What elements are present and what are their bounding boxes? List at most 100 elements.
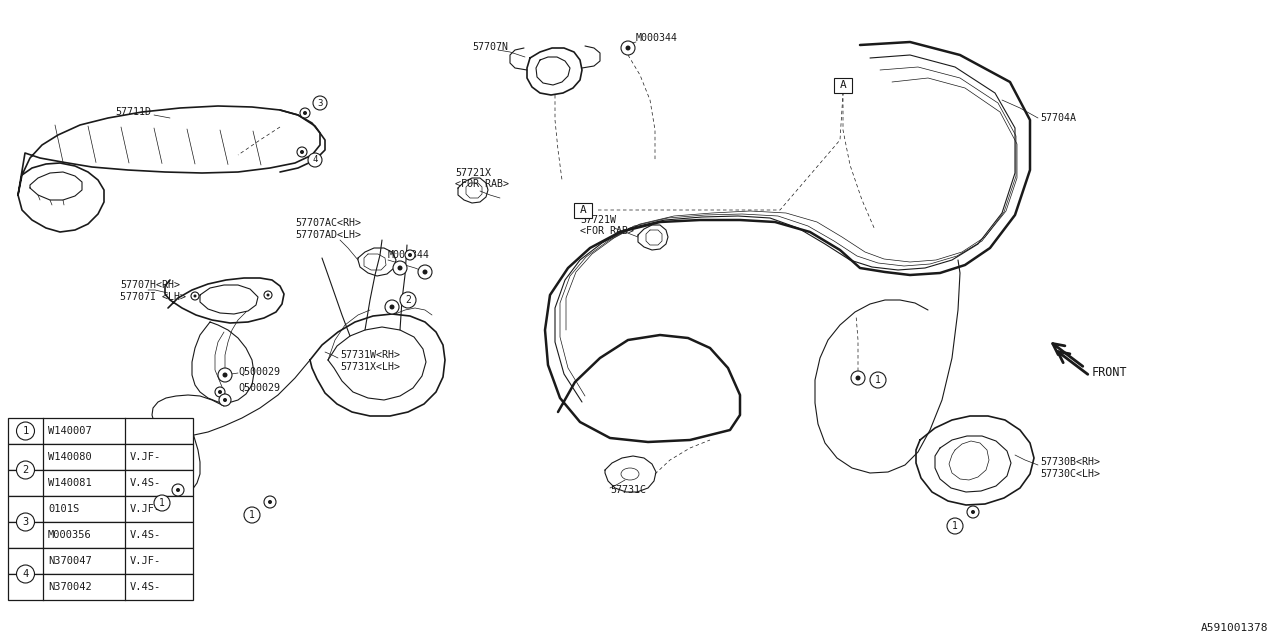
Circle shape: [154, 495, 170, 511]
Text: A: A: [580, 205, 586, 215]
Circle shape: [264, 291, 273, 299]
Circle shape: [314, 96, 326, 110]
Text: M000344: M000344: [636, 33, 678, 43]
Circle shape: [404, 250, 415, 260]
Text: 57711D: 57711D: [115, 107, 151, 117]
Circle shape: [855, 376, 860, 381]
Circle shape: [264, 496, 276, 508]
Bar: [8, 574, 193, 600]
Text: V.JF-: V.JF-: [131, 504, 161, 514]
Circle shape: [218, 368, 232, 382]
Text: W140081: W140081: [49, 478, 92, 488]
Text: 57730B<RH>: 57730B<RH>: [1039, 457, 1100, 467]
Text: 2: 2: [404, 295, 411, 305]
Circle shape: [626, 45, 631, 51]
Circle shape: [223, 398, 227, 402]
Text: A591001378: A591001378: [1201, 623, 1268, 633]
Text: 4: 4: [22, 569, 28, 579]
Text: 1: 1: [250, 510, 255, 520]
Text: 57707N: 57707N: [472, 42, 508, 52]
Circle shape: [966, 506, 979, 518]
Text: V.4S-: V.4S-: [131, 530, 161, 540]
Bar: [8, 496, 193, 522]
Circle shape: [297, 147, 307, 157]
Circle shape: [17, 513, 35, 531]
Circle shape: [244, 507, 260, 523]
Circle shape: [393, 261, 407, 275]
Circle shape: [191, 292, 198, 300]
Text: 57721X: 57721X: [454, 168, 492, 178]
Circle shape: [389, 305, 394, 310]
Circle shape: [219, 394, 230, 406]
Text: V.JF-: V.JF-: [131, 556, 161, 566]
Bar: [835, 77, 852, 93]
Text: N370047: N370047: [49, 556, 92, 566]
Text: 57707AC<RH>: 57707AC<RH>: [294, 218, 361, 228]
Text: <FOR RAB>: <FOR RAB>: [580, 226, 634, 236]
Text: N370042: N370042: [49, 582, 92, 592]
Text: FRONT: FRONT: [1092, 365, 1128, 378]
Text: W140080: W140080: [49, 452, 92, 462]
Circle shape: [172, 484, 184, 496]
Bar: [8, 522, 193, 548]
Bar: [8, 418, 193, 444]
Circle shape: [218, 390, 221, 394]
Circle shape: [193, 294, 197, 298]
Circle shape: [17, 422, 35, 440]
Text: 57721W: 57721W: [580, 215, 616, 225]
Text: 1: 1: [22, 426, 28, 436]
Circle shape: [303, 111, 307, 115]
Circle shape: [419, 265, 433, 279]
Text: V.4S-: V.4S-: [131, 478, 161, 488]
Circle shape: [398, 266, 402, 271]
Text: 1: 1: [952, 521, 957, 531]
Text: 1: 1: [159, 498, 165, 508]
Text: Q500029: Q500029: [238, 383, 280, 393]
Circle shape: [851, 371, 865, 385]
Text: 57731X<LH>: 57731X<LH>: [340, 362, 399, 372]
Text: 57731C: 57731C: [611, 485, 646, 495]
Text: 1: 1: [876, 375, 881, 385]
Circle shape: [268, 500, 273, 504]
Bar: [573, 202, 591, 218]
Circle shape: [17, 565, 35, 583]
Text: 57707H<RH>: 57707H<RH>: [120, 280, 180, 290]
Circle shape: [266, 294, 270, 296]
Circle shape: [17, 461, 35, 479]
Circle shape: [300, 150, 305, 154]
Circle shape: [870, 372, 886, 388]
Text: 3: 3: [317, 99, 323, 108]
Text: M000356: M000356: [49, 530, 92, 540]
Circle shape: [422, 269, 428, 275]
Text: A: A: [840, 80, 846, 90]
Text: 57707AD<LH>: 57707AD<LH>: [294, 230, 361, 240]
Circle shape: [621, 41, 635, 55]
Text: 57730C<LH>: 57730C<LH>: [1039, 469, 1100, 479]
Circle shape: [947, 518, 963, 534]
Text: M000344: M000344: [388, 250, 430, 260]
Bar: [8, 444, 193, 470]
Text: Q500029: Q500029: [238, 367, 280, 377]
Circle shape: [223, 372, 228, 378]
Text: <FOR RAB>: <FOR RAB>: [454, 179, 509, 189]
Text: 57704A: 57704A: [1039, 113, 1076, 123]
Circle shape: [300, 108, 310, 118]
Text: V.4S-: V.4S-: [131, 582, 161, 592]
Text: W140007: W140007: [49, 426, 92, 436]
Circle shape: [972, 510, 975, 514]
Text: 2: 2: [22, 465, 28, 475]
Text: V.JF-: V.JF-: [131, 452, 161, 462]
Circle shape: [308, 153, 323, 167]
Circle shape: [385, 300, 399, 314]
Circle shape: [177, 488, 180, 492]
Circle shape: [215, 387, 225, 397]
Text: 57731W<RH>: 57731W<RH>: [340, 350, 399, 360]
Text: 3: 3: [22, 517, 28, 527]
Text: 4: 4: [312, 156, 317, 164]
Circle shape: [408, 253, 412, 257]
Bar: [8, 548, 193, 574]
Text: 0101S: 0101S: [49, 504, 79, 514]
Bar: [8, 470, 193, 496]
Circle shape: [399, 292, 416, 308]
Text: 57707I <LH>: 57707I <LH>: [120, 292, 186, 302]
